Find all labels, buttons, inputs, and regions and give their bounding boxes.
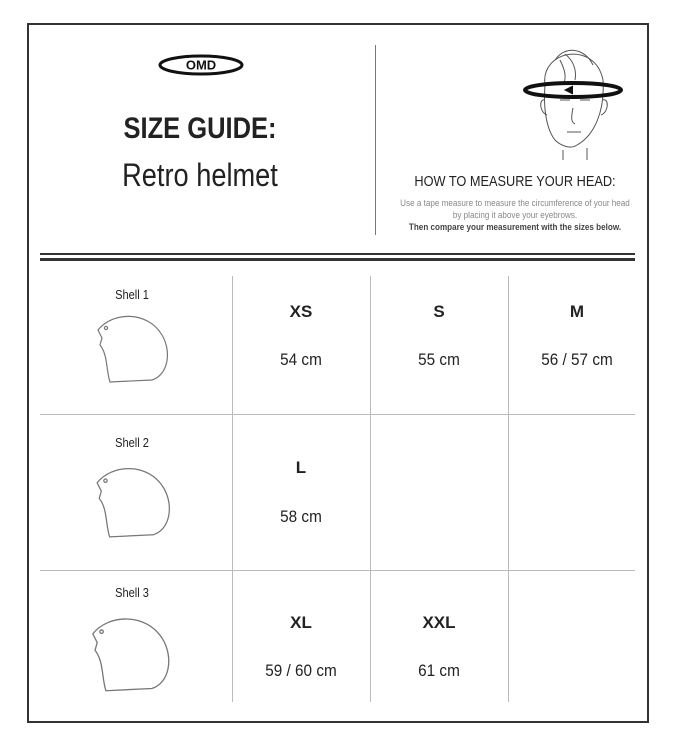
row-divider	[40, 414, 635, 415]
shell-label: Shell 2	[115, 435, 149, 450]
column-divider	[232, 276, 233, 702]
page-subtitle: Retro helmet	[122, 157, 278, 193]
size-label: S	[433, 302, 445, 321]
size-measure: 56 / 57 cm	[541, 350, 613, 369]
size-label: XXL	[422, 613, 456, 632]
size-measure: 59 / 60 cm	[265, 661, 337, 680]
head-measure-icon	[523, 50, 623, 160]
measure-instructions: Use a tape measure to measure the circum…	[398, 197, 632, 233]
size-measure: 58 cm	[280, 507, 322, 526]
how-to-measure-heading: HOW TO MEASURE YOUR HEAD:	[414, 173, 616, 190]
helmet-icon	[92, 618, 170, 692]
size-label: L	[295, 458, 307, 477]
size-label: XS	[289, 302, 313, 321]
size-guide-frame	[27, 23, 649, 723]
size-label: M	[569, 302, 585, 321]
page-title: SIZE GUIDE:	[123, 112, 277, 145]
size-measure: 55 cm	[418, 350, 460, 369]
shell-label: Shell 3	[115, 585, 149, 600]
column-divider	[370, 276, 371, 702]
header-rule	[40, 258, 635, 261]
row-divider	[40, 570, 635, 571]
size-measure: 61 cm	[418, 661, 460, 680]
size-label: XL	[290, 613, 312, 632]
header-rule	[40, 253, 635, 255]
svg-text:OMD: OMD	[186, 58, 216, 73]
helmet-icon	[96, 468, 170, 538]
shell-label: Shell 1	[115, 287, 149, 302]
divider	[375, 45, 376, 235]
omd-logo: OMD	[158, 54, 244, 76]
instruction-bold-text: Then compare your measurement with the s…	[408, 222, 622, 232]
helmet-icon	[97, 315, 169, 383]
size-measure: 54 cm	[280, 350, 322, 369]
column-divider	[508, 276, 509, 702]
instruction-text: Use a tape measure to measure the circum…	[400, 198, 630, 220]
